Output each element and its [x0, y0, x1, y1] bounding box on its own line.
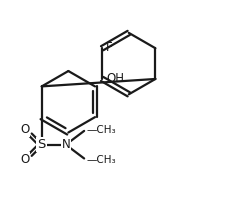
- Text: O: O: [20, 153, 29, 166]
- Text: —CH₃: —CH₃: [86, 125, 115, 135]
- Text: N: N: [61, 138, 70, 151]
- Text: O: O: [20, 123, 29, 136]
- Text: S: S: [37, 138, 46, 151]
- Text: OH: OH: [106, 73, 123, 85]
- Text: F: F: [106, 41, 112, 54]
- Text: —CH₃: —CH₃: [86, 155, 115, 165]
